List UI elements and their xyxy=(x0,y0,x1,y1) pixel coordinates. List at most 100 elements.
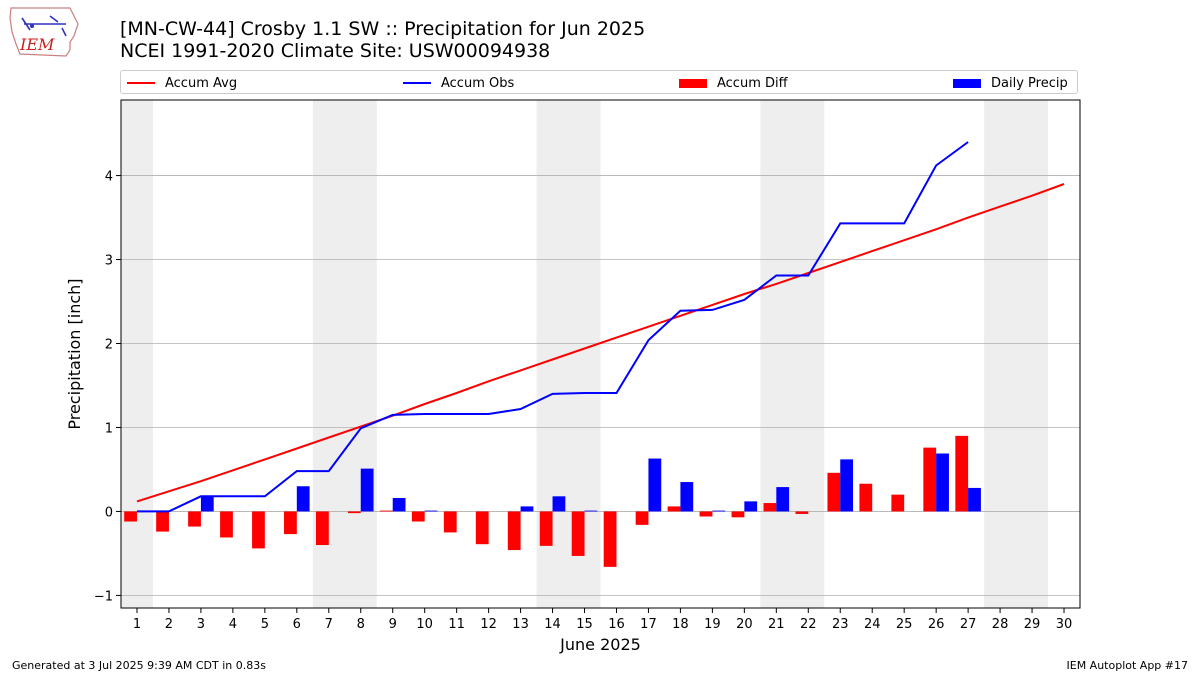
x-tick-label: 11 xyxy=(448,617,465,632)
daily-precip-bar xyxy=(200,496,214,512)
station-dot-icon xyxy=(30,24,34,28)
grid-lines xyxy=(121,175,1080,596)
x-tick-label: 7 xyxy=(325,617,333,632)
x-tick-label: 22 xyxy=(800,617,817,632)
accum-diff-bar xyxy=(156,511,169,532)
accum-diff-bar xyxy=(571,511,585,556)
daily-precip-bar xyxy=(424,510,438,512)
accum-diff-bar xyxy=(220,511,233,538)
x-tick-label: 19 xyxy=(704,617,721,632)
logo-text: IEM xyxy=(19,35,55,54)
accum-diff-bar xyxy=(635,511,649,525)
daily-precip-bar xyxy=(776,487,790,512)
daily-precip-bar xyxy=(680,482,694,512)
accum-diff-bar xyxy=(827,472,841,512)
accum-diff-bar xyxy=(188,511,201,527)
y-tick-label: 4 xyxy=(105,170,113,185)
accum-diff-bar xyxy=(763,503,777,512)
legend-label-daily-precip: Daily Precip xyxy=(991,75,1068,91)
legend-label-accum-diff: Accum Diff xyxy=(717,75,788,91)
x-tick-label: 5 xyxy=(261,617,269,632)
weekend-band xyxy=(760,100,825,608)
y-tick-label: 1 xyxy=(105,421,113,436)
weekend-band xyxy=(984,100,1049,608)
legend-swatch-accum-diff xyxy=(679,78,707,88)
x-tick-label: 12 xyxy=(480,617,497,632)
y-tick-label: −1 xyxy=(94,589,113,604)
legend-item-accum-diff: Accum Diff xyxy=(679,74,788,92)
accum-diff-bar xyxy=(475,511,489,545)
x-tick-label: 16 xyxy=(608,617,625,632)
accum-diff-bar xyxy=(603,511,617,567)
plot-frame xyxy=(120,99,1081,609)
accum-diff-bar xyxy=(252,511,265,549)
legend-swatch-accum-avg xyxy=(127,82,155,84)
x-tick-label: 17 xyxy=(640,617,657,632)
legend-item-accum-obs: Accum Obs xyxy=(403,74,514,92)
accum-diff-bar xyxy=(347,511,361,514)
accum-diff-bar xyxy=(795,511,809,514)
x-tick-label: 3 xyxy=(197,617,205,632)
accum-avg-line xyxy=(136,183,1065,503)
accum-diff-bar xyxy=(859,483,873,512)
daily-precip-bar xyxy=(840,459,854,512)
legend-item-accum-avg: Accum Avg xyxy=(127,74,237,92)
line-marks xyxy=(136,141,1065,513)
y-tick-label: 2 xyxy=(105,338,113,353)
legend-label-accum-avg: Accum Avg xyxy=(165,75,238,91)
accum-diff-bar xyxy=(955,435,969,512)
y-axis-label: Precipitation [inch] xyxy=(65,278,84,429)
x-tick-label: 20 xyxy=(736,617,753,632)
y-tick-label: 3 xyxy=(105,254,113,269)
daily-precip-bar xyxy=(296,486,310,512)
legend-label-accum-obs: Accum Obs xyxy=(441,75,515,91)
footer-generated-text: Generated at 3 Jul 2025 9:39 AM CDT in 0… xyxy=(12,659,266,672)
x-tick-label: 14 xyxy=(544,617,561,632)
daily-precip-bar xyxy=(360,468,374,512)
x-tick-label: 23 xyxy=(832,617,849,632)
x-axis-label: June 2025 xyxy=(559,635,641,654)
iem-logo: IEM xyxy=(9,7,79,57)
weather-station-icon xyxy=(21,15,67,37)
accum-diff-bar xyxy=(923,447,937,512)
accum-diff-bar xyxy=(667,506,681,512)
accum-diff-bar xyxy=(379,510,393,512)
daily-precip-bar xyxy=(744,501,758,512)
x-tick-label: 27 xyxy=(960,617,977,632)
weekend-band xyxy=(121,100,153,608)
daily-precip-bar xyxy=(648,458,662,512)
x-tick-label: 30 xyxy=(1056,617,1073,632)
accum-diff-bar xyxy=(731,511,745,518)
daily-precip-bar xyxy=(968,487,981,512)
x-tick-label: 1 xyxy=(133,617,141,632)
legend-item-daily-precip: Daily Precip xyxy=(953,74,1068,92)
daily-precip-bar xyxy=(552,496,566,512)
accum-diff-bar xyxy=(315,511,329,546)
daily-precip-bar xyxy=(712,510,726,512)
chart-legend: Accum Avg Accum Obs Accum Diff Daily Pre… xyxy=(120,70,1078,94)
y-tick-label: 0 xyxy=(105,505,113,520)
accum-diff-bar xyxy=(539,511,553,546)
x-tick-label: 13 xyxy=(512,617,529,632)
x-tick-label: 28 xyxy=(992,617,1009,632)
accum-diff-bar xyxy=(411,511,425,522)
x-tick-label: 18 xyxy=(672,617,689,632)
x-tick-label: 15 xyxy=(576,617,593,632)
iowa-outline-icon xyxy=(9,7,79,57)
accum-diff-bar xyxy=(124,511,137,522)
x-tick-label: 24 xyxy=(864,617,881,632)
accum-diff-bar xyxy=(507,511,521,551)
daily-precip-bar xyxy=(392,498,406,512)
accum-diff-bar xyxy=(284,511,297,535)
daily-precip-bar xyxy=(936,453,949,512)
x-tick-label: 21 xyxy=(768,617,785,632)
x-tick-label: 10 xyxy=(416,617,433,632)
x-tick-label: 2 xyxy=(165,617,173,632)
x-tick-label: 4 xyxy=(229,617,237,632)
legend-swatch-accum-obs xyxy=(403,82,431,84)
x-tick-label: 25 xyxy=(896,617,913,632)
accum-diff-bar xyxy=(443,511,457,533)
chart-title: [MN-CW-44] Crosby 1.1 SW :: Precipitatio… xyxy=(120,18,646,40)
accum-diff-bar xyxy=(891,494,905,512)
